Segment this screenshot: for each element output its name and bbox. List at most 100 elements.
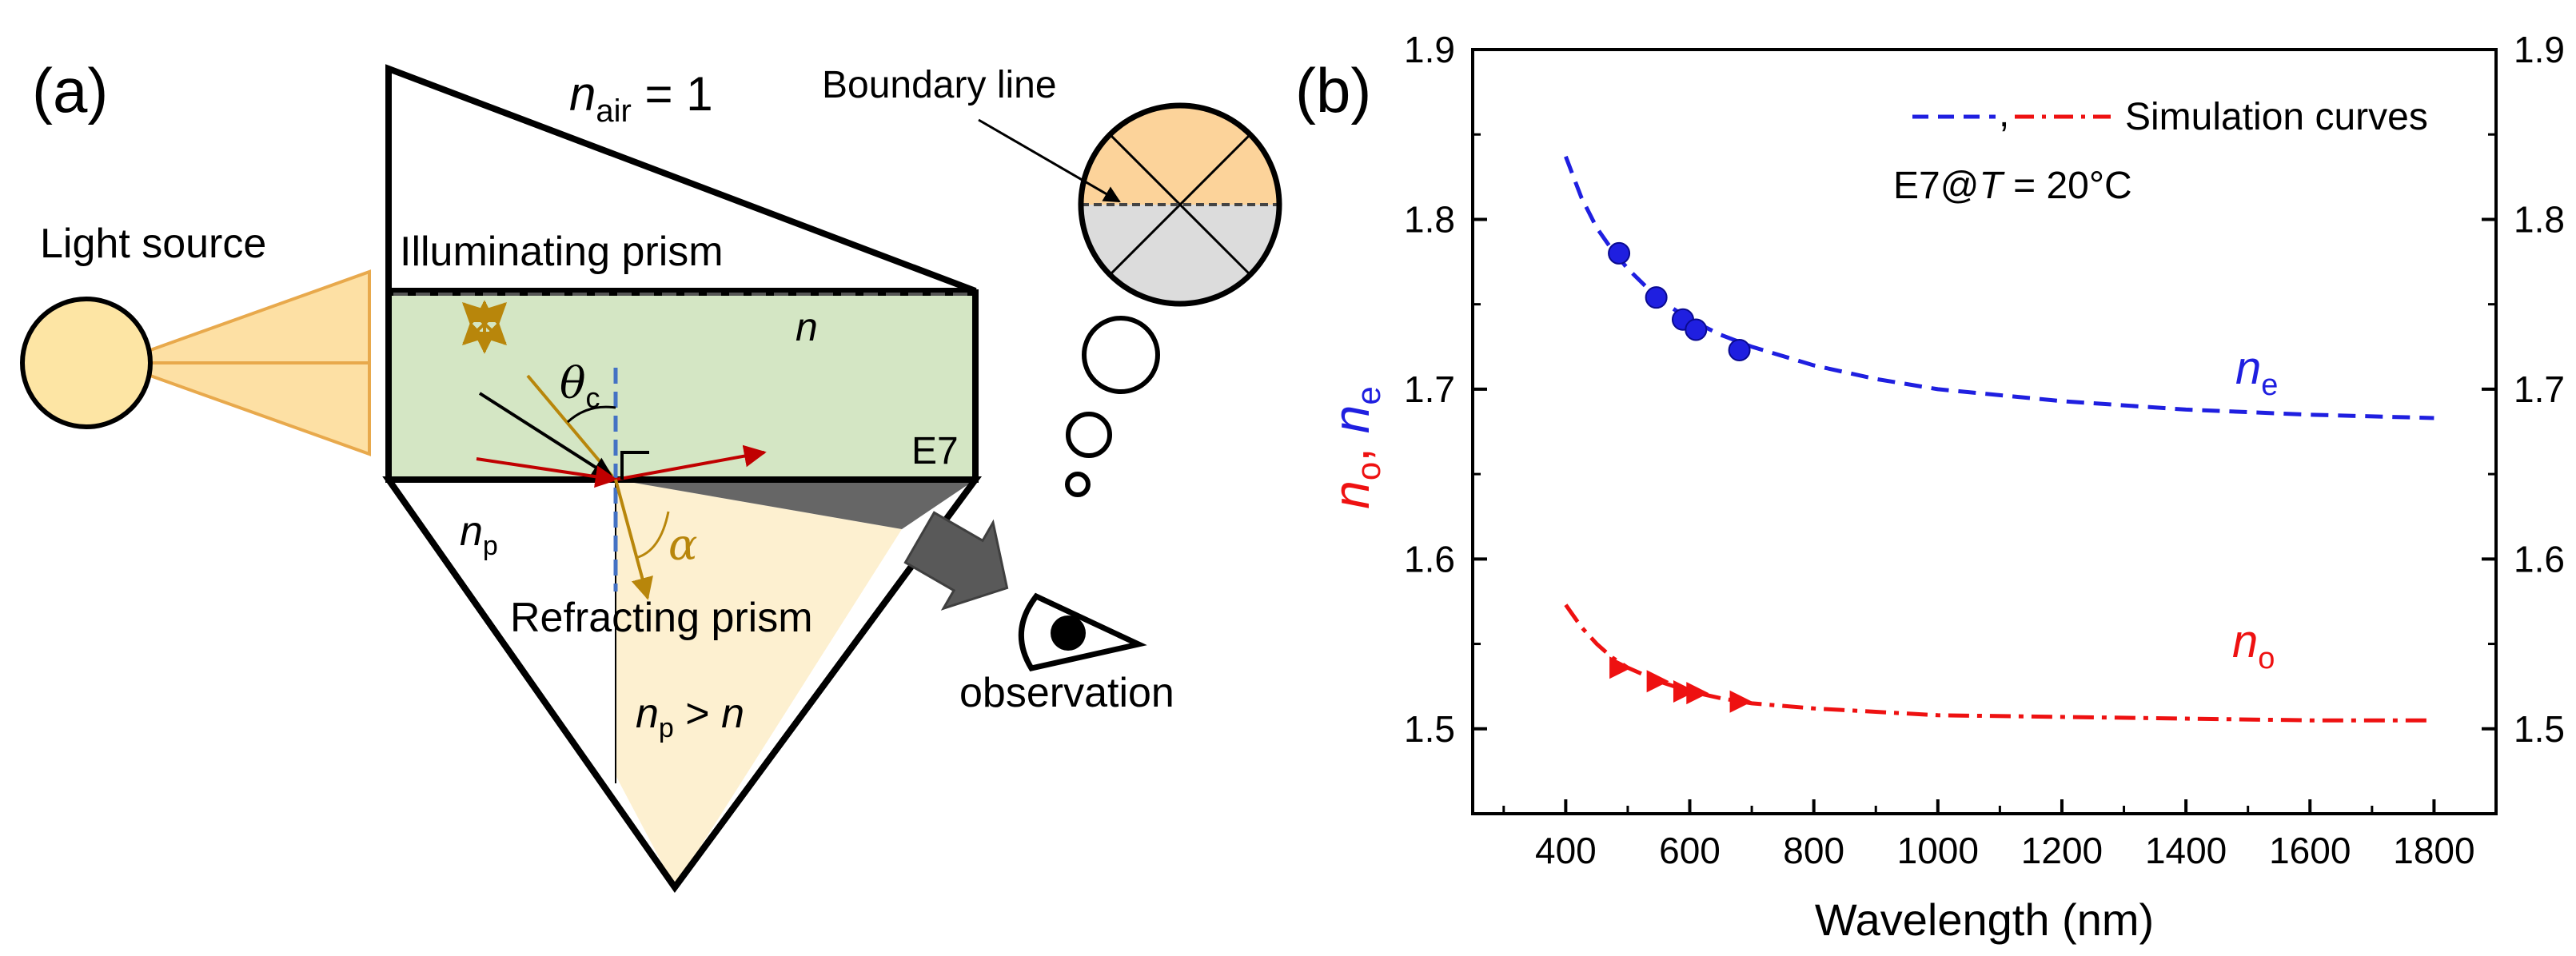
eye-pupil-icon (1051, 615, 1086, 651)
y-tick-label-right-1.7: 1.7 (2514, 368, 2565, 410)
y-axis-right: 1.5 1.6 1.7 1.8 1.9 (2482, 29, 2565, 815)
x-axis: 400 600 800 1000 1200 1400 1600 1800 (1502, 799, 2498, 871)
condition-label: E7@T = 20°C (1893, 165, 2132, 207)
black-incident-ray (478, 392, 615, 480)
refracting-prism-label: Refracting prism (510, 595, 813, 641)
theta-arc (566, 405, 616, 424)
np-gt-n-operator: > (674, 691, 721, 737)
y-axis-left: 1.5 1.6 1.7 1.8 1.9 (1404, 29, 1487, 815)
panel-a-diagram: (a) Light source nair = 1 Illuminating p… (20, 55, 1282, 893)
refracted-ray (614, 479, 653, 600)
lc-n-symbol: n (796, 305, 818, 349)
np-gt-n-label: np > n (636, 691, 744, 743)
no-curve-sub: o (2258, 642, 2275, 675)
no-data-point (1686, 682, 1709, 705)
np-gt-n-subscript: p (659, 713, 674, 743)
theta-subscript: c (586, 381, 600, 414)
condition-prefix: E7@ (1893, 165, 1979, 207)
x-tick-label-800: 800 (1783, 830, 1844, 871)
condition-T: T (1979, 165, 2005, 207)
theta-symbol: θ (560, 358, 586, 408)
y-axis-title-sep: , (1322, 433, 1380, 462)
n-air-text: nair = 1 (569, 67, 713, 129)
np-gt-n-symbol: n (636, 691, 659, 737)
np-gt-n-n: n (721, 691, 744, 737)
y-tick-label-left-1.8: 1.8 (1404, 198, 1455, 240)
red-incident-ray (476, 457, 618, 488)
legend-label: Simulation curves (2125, 96, 2428, 138)
no-curve-label: no (2232, 615, 2275, 675)
legend: , Simulation curves (1912, 93, 2428, 138)
y-tick-label-left-1.6: 1.6 (1404, 538, 1455, 580)
ne-data-point (1685, 318, 1708, 341)
view-bright-half (1081, 106, 1279, 205)
n-air-subscript: air (596, 94, 631, 129)
ne-curve-label: ne (2235, 342, 2278, 402)
ne-data-point (1608, 241, 1631, 265)
light-source-bulb (20, 297, 153, 429)
ne-curve-sub: e (2261, 368, 2278, 402)
x-tick-label-1200: 1200 (2021, 830, 2103, 871)
lc-material-label: E7 (911, 430, 959, 472)
condition-value: = 20°C (2003, 165, 2132, 207)
view-dark-half (1081, 205, 1279, 304)
y-axis-title-ne-sub: e (1350, 386, 1387, 404)
panel-b-chart: (b) 400 600 800 1000 1200 1400 1600 1800 1.5 1.6… (1295, 29, 2565, 945)
y-tick-label-right-1.9: 1.9 (2514, 29, 2565, 70)
alpha-label: α (668, 520, 697, 570)
thought-bubble-medium (1066, 412, 1112, 458)
np-symbol: n (460, 508, 483, 555)
ne-data-point (1728, 339, 1751, 362)
thought-bubble-large (1082, 316, 1160, 394)
x-tick-label-1000: 1000 (1897, 830, 1979, 871)
alpha-arc (635, 511, 670, 560)
no-curve-symbol: n (2232, 615, 2258, 667)
panel-b-label: (b) (1295, 55, 1371, 125)
ne-data-point (1645, 286, 1668, 309)
y-axis-title-no: n (1322, 480, 1380, 509)
y-tick-label-right-1.8: 1.8 (2514, 198, 2565, 240)
boundary-line-label: Boundary line (822, 64, 1057, 106)
view-crosshair-2 (1108, 133, 1252, 277)
series-line-no (1564, 603, 2434, 723)
plot-frame (1471, 48, 2498, 815)
np-subscript: p (483, 531, 498, 561)
n-air-value: = 1 (632, 67, 713, 121)
lc-layer-e7 (385, 289, 979, 483)
y-tick-label-right-1.5: 1.5 (2514, 708, 2565, 750)
np-label: np (460, 508, 498, 561)
field-of-view (1078, 102, 1282, 307)
x-tick-label-400: 400 (1535, 830, 1597, 871)
y-tick-label-left-1.5: 1.5 (1404, 708, 1455, 750)
boundary-pointer (978, 118, 1121, 203)
no-data-point (1729, 690, 1753, 713)
x-tick-label-600: 600 (1659, 830, 1721, 871)
y-tick-label-right-1.6: 1.6 (2514, 538, 2565, 580)
light-source-label: Light source (40, 221, 266, 267)
x-axis-title: Wavelength (nm) (1815, 894, 2154, 945)
view-circle-outline (1078, 102, 1282, 307)
thought-bubble-small (1065, 472, 1091, 497)
right-angle-mark (620, 451, 649, 480)
ne-curve-symbol: n (2235, 342, 2261, 394)
panel-a-label: (a) (32, 55, 108, 125)
y-tick-label-left-1.9: 1.9 (1404, 29, 1455, 70)
refracting-prism-shaded (616, 480, 902, 887)
x-tick-label-1800: 1800 (2393, 830, 2474, 871)
y-tick-label-left-1.7: 1.7 (1404, 368, 1455, 410)
theta-label: θc (560, 358, 600, 414)
no-data-point (1646, 670, 1669, 693)
observation-arrow (903, 511, 1009, 611)
x-tick-label-1400: 1400 (2145, 830, 2227, 871)
y-axis-title: no, ne (1322, 386, 1387, 508)
no-data-point (1609, 656, 1633, 679)
dark-wedge (616, 480, 975, 529)
y-axis-title-no-sub: o (1350, 462, 1387, 480)
legend-separator: , (1999, 93, 2009, 135)
n-air-symbol: n (569, 67, 596, 121)
refracting-prism-outline (382, 476, 982, 893)
series-layer (1564, 155, 2434, 723)
red-reflected-ray (615, 444, 767, 481)
polarization-arrow-diag2 (461, 302, 508, 345)
